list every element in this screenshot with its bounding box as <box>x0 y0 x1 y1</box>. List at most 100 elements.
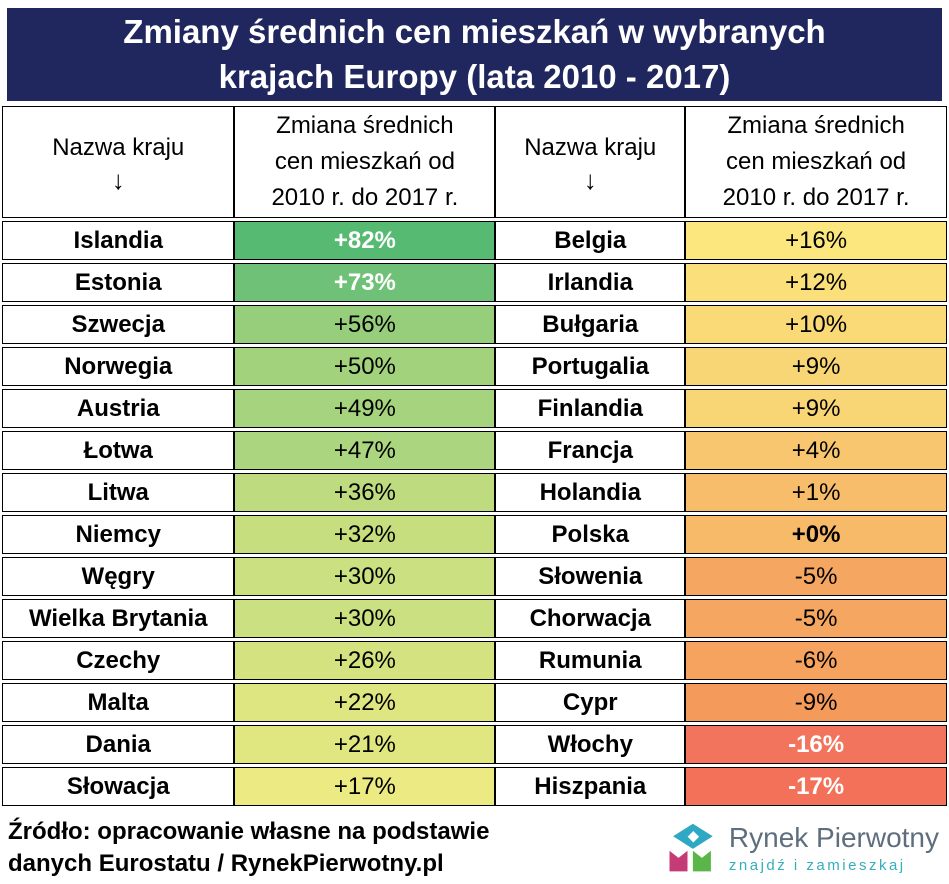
value-cell: +12% <box>685 263 947 302</box>
column-header-change-left: Zmiana średnich cen mieszkań od 2010 r. … <box>234 106 496 218</box>
table-row: Litwa +36% Holandia +1% <box>2 473 947 512</box>
price-change-table: Nazwa kraju ↓ Zmiana średnich cen mieszk… <box>2 106 947 806</box>
table-row: Czechy +26% Rumunia -6% <box>2 641 947 680</box>
country-cell: Estonia <box>2 263 235 302</box>
country-cell: Norwegia <box>2 347 235 386</box>
value-cell: -17% <box>685 767 947 806</box>
country-cell: Włochy <box>495 725 686 764</box>
infographic: Zmiany średnich cen mieszkań w wybranych… <box>0 8 949 881</box>
value-cell: -16% <box>685 725 947 764</box>
table-row: Szwecja +56% Bułgaria +10% <box>2 305 947 344</box>
column-header-label: 2010 r. do 2017 r. <box>722 184 910 211</box>
column-header-label: Zmiana średnich <box>276 112 454 139</box>
country-cell: Czechy <box>2 641 235 680</box>
value-cell: +50% <box>234 347 496 386</box>
source-note: Źródło: opracowanie własne na podstawie … <box>8 816 489 881</box>
value-cell: +10% <box>685 305 947 344</box>
country-cell: Szwecja <box>2 305 235 344</box>
table-body: Islandia +82% Belgia +16% Estonia +73% Irlandi… <box>2 221 947 806</box>
value-cell: +1% <box>685 473 947 512</box>
source-line2: danych Eurostatu / RynekPierwotny.pl <box>8 850 444 878</box>
column-header-label: cen mieszkań od <box>274 148 455 175</box>
table-row: Słowacja +17% Hiszpania -17% <box>2 767 947 806</box>
value-cell: +17% <box>234 767 496 806</box>
country-cell: Słowacja <box>2 767 235 806</box>
value-cell: +9% <box>685 389 947 428</box>
column-header-label: 2010 r. do 2017 r. <box>271 184 459 211</box>
country-cell: Wielka Brytania <box>2 599 235 638</box>
country-cell: Hiszpania <box>495 767 686 806</box>
table-row: Węgry +30% Słowenia -5% <box>2 557 947 596</box>
country-cell: Cypr <box>495 683 686 722</box>
country-cell: Belgia <box>495 221 686 260</box>
country-cell: Dania <box>2 725 235 764</box>
value-cell: +9% <box>685 347 947 386</box>
logo-text: Rynek Pierwotny znajdź i zamieszkaj <box>728 821 939 874</box>
page-title-line2: krajach Europy (lata 2010 - 2017) <box>218 57 731 95</box>
column-header-change-right: Zmiana średnich cen mieszkań od 2010 r. … <box>685 106 947 218</box>
country-cell: Polska <box>495 515 686 554</box>
country-cell: Chorwacja <box>495 599 686 638</box>
table-row: Norwegia +50% Portugalia +9% <box>2 347 947 386</box>
value-cell: +21% <box>234 725 496 764</box>
value-cell: +4% <box>685 431 947 470</box>
table-row: Dania +21% Włochy -16% <box>2 725 947 764</box>
logo-name: Rynek Pierwotny <box>728 821 939 853</box>
country-cell: Portugalia <box>495 347 686 386</box>
value-cell: +73% <box>234 263 496 302</box>
value-cell: +30% <box>234 557 496 596</box>
value-cell: +49% <box>234 389 496 428</box>
value-cell: +0% <box>685 515 947 554</box>
country-cell: Słowenia <box>495 557 686 596</box>
value-cell: +22% <box>234 683 496 722</box>
table-row: Wielka Brytania +30% Chorwacja -5% <box>2 599 947 638</box>
page-title-line1: Zmiany średnich cen mieszkań w wybranych <box>123 12 826 50</box>
down-arrow-icon: ↓ <box>583 164 597 195</box>
country-cell: Łotwa <box>2 431 235 470</box>
down-arrow-icon: ↓ <box>111 164 125 195</box>
value-cell: +47% <box>234 431 496 470</box>
country-cell: Bułgaria <box>495 305 686 344</box>
country-cell: Niemcy <box>2 515 235 554</box>
table-row: Islandia +82% Belgia +16% <box>2 221 947 260</box>
table-row: Malta +22% Cypr -9% <box>2 683 947 722</box>
value-cell: -5% <box>685 599 947 638</box>
source-line1: Źródło: opracowanie własne na podstawie <box>8 818 490 845</box>
country-cell: Holandia <box>495 473 686 512</box>
country-cell: Litwa <box>2 473 235 512</box>
table-row: Niemcy +32% Polska +0% <box>2 515 947 554</box>
value-cell: -6% <box>685 641 947 680</box>
value-cell: +32% <box>234 515 496 554</box>
column-header-country-right: Nazwa kraju ↓ <box>495 106 686 218</box>
value-cell: +26% <box>234 641 496 680</box>
column-header-label: Zmiana średnich <box>727 112 905 139</box>
value-cell: +82% <box>234 221 496 260</box>
country-cell: Austria <box>2 389 235 428</box>
country-cell: Francja <box>495 431 686 470</box>
country-cell: Irlandia <box>495 263 686 302</box>
country-cell: Rumunia <box>495 641 686 680</box>
table-row: Estonia +73% Irlandia +12% <box>2 263 947 302</box>
value-cell: -9% <box>685 683 947 722</box>
footer: Źródło: opracowanie własne na podstawie … <box>0 806 949 881</box>
title-bar: Zmiany średnich cen mieszkań w wybranych… <box>7 8 942 101</box>
value-cell: +56% <box>234 305 496 344</box>
country-cell: Malta <box>2 683 235 722</box>
column-header-label: Nazwa kraju <box>524 133 657 161</box>
rynek-pierwotny-logo-icon <box>669 824 713 872</box>
value-cell: -5% <box>685 557 947 596</box>
country-cell: Finlandia <box>495 389 686 428</box>
value-cell: +30% <box>234 599 496 638</box>
table-row: Austria +49% Finlandia +9% <box>2 389 947 428</box>
column-header-label: cen mieszkań od <box>726 148 907 175</box>
value-cell: +16% <box>685 221 947 260</box>
country-cell: Węgry <box>2 557 235 596</box>
column-header-label: Nazwa kraju <box>52 133 185 161</box>
logo-tagline: znajdź i zamieszkaj <box>728 856 906 874</box>
table-row: Łotwa +47% Francja +4% <box>2 431 947 470</box>
table-header-row: Nazwa kraju ↓ Zmiana średnich cen mieszk… <box>2 106 947 218</box>
column-header-country-left: Nazwa kraju ↓ <box>2 106 235 218</box>
country-cell: Islandia <box>2 221 235 260</box>
value-cell: +36% <box>234 473 496 512</box>
rynek-pierwotny-logo: Rynek Pierwotny znajdź i zamieszkaj <box>665 822 941 874</box>
